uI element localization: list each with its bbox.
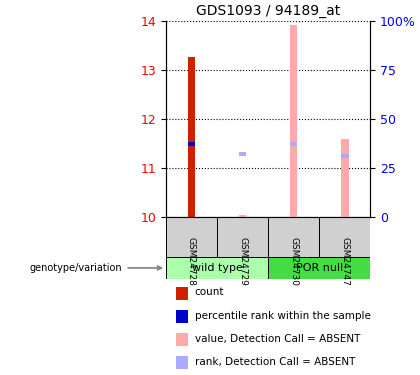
Text: GSM24729: GSM24729 xyxy=(238,237,247,286)
Bar xyxy=(239,152,247,156)
Bar xyxy=(290,26,297,217)
Text: POR null: POR null xyxy=(296,263,343,273)
Bar xyxy=(188,57,195,217)
Text: value, Detection Call = ABSENT: value, Detection Call = ABSENT xyxy=(194,334,360,344)
FancyBboxPatch shape xyxy=(268,257,370,279)
Text: rank, Detection Call = ABSENT: rank, Detection Call = ABSENT xyxy=(194,357,355,367)
Text: percentile rank within the sample: percentile rank within the sample xyxy=(194,310,370,321)
FancyBboxPatch shape xyxy=(166,257,268,279)
Text: genotype/variation: genotype/variation xyxy=(30,263,161,273)
Bar xyxy=(239,215,247,217)
Bar xyxy=(290,142,297,146)
Bar xyxy=(176,310,189,323)
Text: GSM24747: GSM24747 xyxy=(340,237,349,286)
FancyBboxPatch shape xyxy=(166,217,217,257)
Bar xyxy=(176,333,189,346)
Text: count: count xyxy=(194,288,224,297)
Bar xyxy=(188,142,195,146)
FancyBboxPatch shape xyxy=(319,217,370,257)
Bar xyxy=(341,138,349,217)
Title: GDS1093 / 94189_at: GDS1093 / 94189_at xyxy=(196,4,340,18)
FancyBboxPatch shape xyxy=(217,217,268,257)
Bar xyxy=(176,356,189,369)
Text: GSM24728: GSM24728 xyxy=(187,237,196,286)
Text: GSM24730: GSM24730 xyxy=(289,237,298,286)
Bar xyxy=(341,154,349,158)
FancyBboxPatch shape xyxy=(268,217,319,257)
Bar xyxy=(176,287,189,300)
Text: wild type: wild type xyxy=(192,263,242,273)
